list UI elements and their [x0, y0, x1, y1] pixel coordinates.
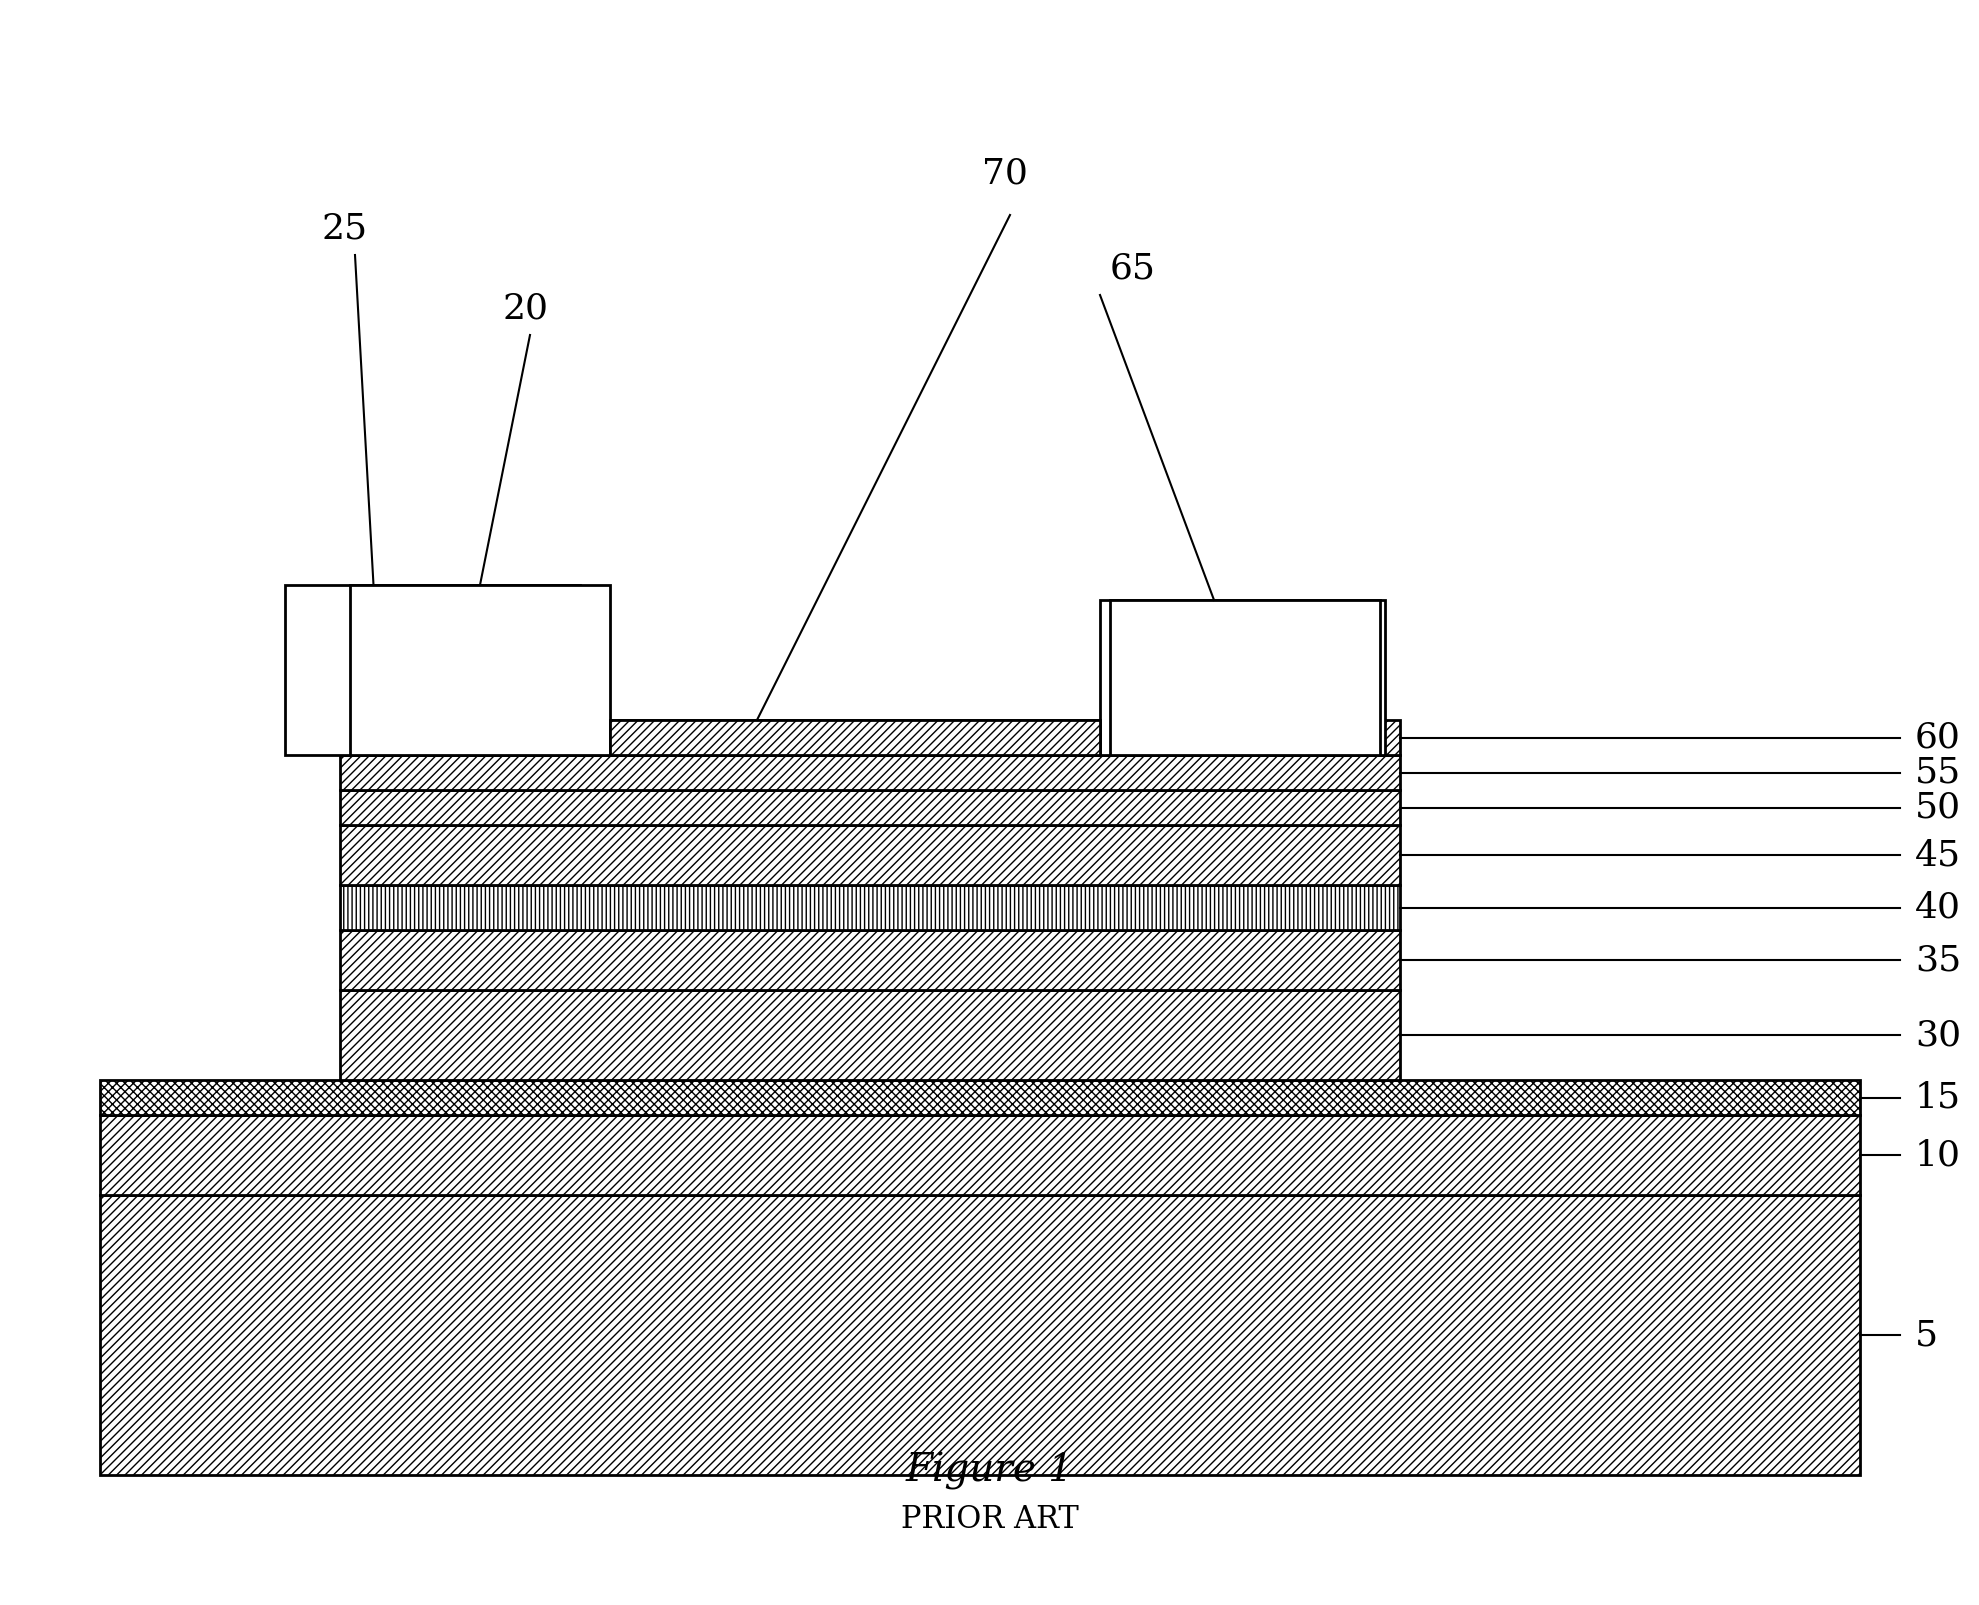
Text: 50: 50 — [1916, 791, 1961, 825]
Bar — [610, 721, 1100, 754]
Bar — [340, 721, 1399, 754]
Bar — [340, 754, 1399, 790]
Bar — [340, 790, 1399, 825]
Text: Figure 1: Figure 1 — [906, 1453, 1073, 1489]
Text: 70: 70 — [982, 156, 1027, 189]
Text: 20: 20 — [503, 291, 548, 324]
Bar — [1110, 600, 1379, 754]
Text: 45: 45 — [1916, 838, 1961, 872]
Text: 30: 30 — [1916, 1018, 1961, 1051]
Text: 35: 35 — [1916, 944, 1961, 977]
Text: 10: 10 — [1916, 1138, 1961, 1172]
Text: 60: 60 — [1916, 721, 1961, 754]
Bar — [340, 990, 1399, 1080]
Text: 40: 40 — [1916, 891, 1961, 924]
Bar — [1100, 600, 1385, 754]
Bar — [101, 1080, 1860, 1115]
Bar — [340, 825, 1399, 884]
Text: 25: 25 — [323, 210, 368, 246]
Text: 15: 15 — [1916, 1080, 1961, 1114]
Bar — [340, 884, 1399, 929]
Bar — [101, 1115, 1860, 1196]
Text: 65: 65 — [1110, 250, 1156, 286]
Bar — [101, 1196, 1860, 1475]
Text: 5: 5 — [1916, 1318, 1937, 1351]
Bar — [350, 584, 610, 754]
Text: 55: 55 — [1916, 756, 1961, 790]
Text: PRIOR ART: PRIOR ART — [900, 1504, 1079, 1536]
Bar — [340, 929, 1399, 990]
Bar — [285, 584, 580, 754]
